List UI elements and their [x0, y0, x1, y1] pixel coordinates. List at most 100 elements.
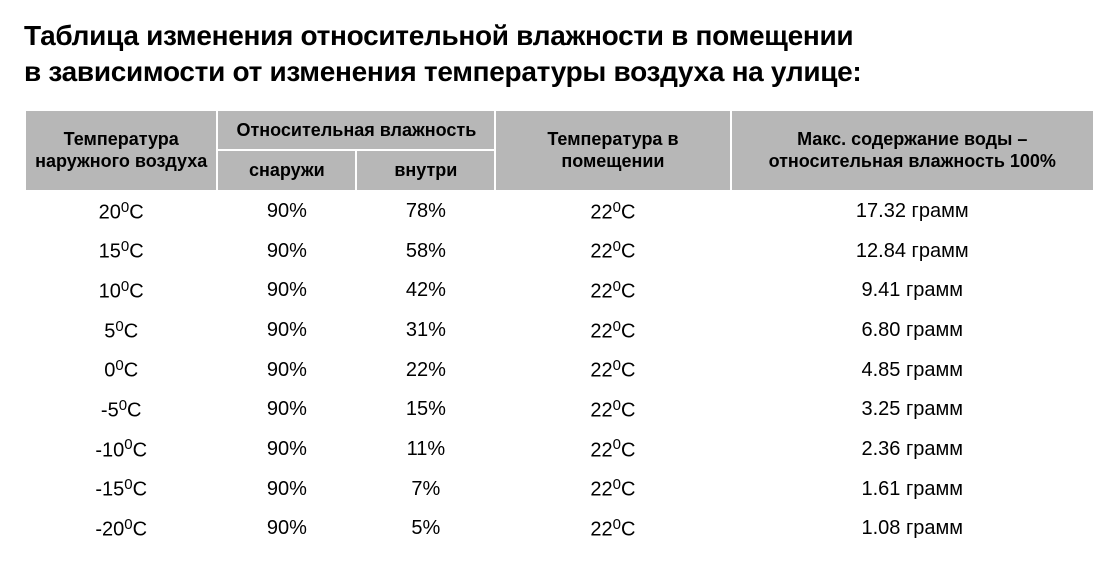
table-body: 200C90%78%220C17.32 грамм150C90%58%220C1…	[25, 191, 1094, 549]
temp-cell: 220C	[495, 430, 730, 470]
temp-value: 5	[104, 320, 115, 342]
temp-unit: C	[124, 360, 138, 382]
temp-cell: 220C	[495, 191, 730, 232]
temp-cell: 50C	[25, 311, 217, 351]
humidity-inside-cell: 42%	[356, 271, 495, 311]
temp-value: -10	[95, 439, 124, 461]
th-indoor-temp: Температура в помещении	[495, 110, 730, 191]
temp-cell: 150C	[25, 231, 217, 271]
degree-symbol: 0	[119, 397, 127, 414]
temp-value: 22	[590, 519, 612, 541]
temp-unit: C	[621, 400, 635, 422]
temp-unit: C	[621, 519, 635, 541]
humidity-inside-cell: 78%	[356, 191, 495, 232]
th-outside: снаружи	[217, 150, 356, 191]
temp-unit: C	[621, 281, 635, 303]
degree-symbol: 0	[115, 318, 123, 335]
table-row: 150C90%58%220C12.84 грамм	[25, 231, 1094, 271]
max-water-cell: 9.41 грамм	[731, 271, 1094, 311]
temp-cell: 220C	[495, 311, 730, 351]
humidity-outside-cell: 90%	[217, 271, 356, 311]
degree-symbol: 0	[613, 436, 621, 453]
temp-value: 22	[590, 241, 612, 263]
temp-cell: 220C	[495, 271, 730, 311]
humidity-inside-cell: 22%	[356, 350, 495, 390]
temp-value: 22	[590, 479, 612, 501]
temp-value: 22	[590, 360, 612, 382]
max-water-cell: 1.61 грамм	[731, 469, 1094, 509]
temp-unit: C	[127, 400, 141, 422]
degree-symbol: 0	[613, 318, 621, 335]
temp-cell: 100C	[25, 271, 217, 311]
degree-symbol: 0	[613, 238, 621, 255]
temp-unit: C	[621, 241, 635, 263]
temp-unit: C	[621, 439, 635, 461]
humidity-outside-cell: 90%	[217, 469, 356, 509]
temp-unit: C	[129, 281, 143, 303]
humidity-outside-cell: 90%	[217, 231, 356, 271]
th-rel-humidity: Относительная влажность	[217, 110, 495, 151]
degree-symbol: 0	[613, 516, 621, 533]
humidity-outside-cell: 90%	[217, 430, 356, 470]
temp-cell: -50C	[25, 390, 217, 430]
temp-value: 22	[590, 201, 612, 223]
temp-value: 22	[590, 320, 612, 342]
degree-symbol: 0	[613, 357, 621, 374]
temp-value: -15	[95, 479, 124, 501]
humidity-outside-cell: 90%	[217, 390, 356, 430]
temp-unit: C	[621, 201, 635, 223]
temp-cell: 220C	[495, 469, 730, 509]
th-max-water: Макс. содержание воды – относительная вл…	[731, 110, 1094, 191]
table-row: 50C90%31%220C6.80 грамм	[25, 311, 1094, 351]
temp-cell: 220C	[495, 509, 730, 549]
table-row: -200C90%5%220C1.08 грамм	[25, 509, 1094, 549]
title-line-2: в зависимости от изменения температуры в…	[24, 56, 861, 87]
temp-value: -5	[101, 400, 119, 422]
temp-unit: C	[621, 320, 635, 342]
max-water-cell: 4.85 грамм	[731, 350, 1094, 390]
temp-value: -20	[95, 519, 124, 541]
temp-unit: C	[129, 241, 143, 263]
temp-unit: C	[133, 479, 147, 501]
table-row: -150C90%7%220C1.61 грамм	[25, 469, 1094, 509]
temp-cell: -200C	[25, 509, 217, 549]
degree-symbol: 0	[124, 436, 132, 453]
table-row: -100C90%11%220C2.36 грамм	[25, 430, 1094, 470]
temp-value: 0	[104, 360, 115, 382]
humidity-inside-cell: 5%	[356, 509, 495, 549]
degree-symbol: 0	[121, 238, 129, 255]
humidity-outside-cell: 90%	[217, 311, 356, 351]
degree-symbol: 0	[121, 199, 129, 216]
temp-cell: 00C	[25, 350, 217, 390]
degree-symbol: 0	[613, 476, 621, 493]
temp-value: 15	[99, 241, 121, 263]
temp-cell: 220C	[495, 350, 730, 390]
temp-value: 22	[590, 439, 612, 461]
temp-unit: C	[124, 320, 138, 342]
max-water-cell: 6.80 грамм	[731, 311, 1094, 351]
table-row: 200C90%78%220C17.32 грамм	[25, 191, 1094, 232]
table-row: 00C90%22%220C4.85 грамм	[25, 350, 1094, 390]
table-header: Температура наружного воздуха Относитель…	[25, 110, 1094, 191]
temp-cell: 200C	[25, 191, 217, 232]
temp-value: 20	[99, 201, 121, 223]
max-water-cell: 2.36 грамм	[731, 430, 1094, 470]
max-water-cell: 1.08 грамм	[731, 509, 1094, 549]
temp-unit: C	[133, 439, 147, 461]
th-inside: внутри	[356, 150, 495, 191]
temp-cell: -100C	[25, 430, 217, 470]
table-row: 100C90%42%220C9.41 грамм	[25, 271, 1094, 311]
degree-symbol: 0	[121, 278, 129, 295]
temp-value: 22	[590, 400, 612, 422]
humidity-inside-cell: 7%	[356, 469, 495, 509]
humidity-outside-cell: 90%	[217, 350, 356, 390]
humidity-inside-cell: 31%	[356, 311, 495, 351]
max-water-cell: 3.25 грамм	[731, 390, 1094, 430]
degree-symbol: 0	[613, 199, 621, 216]
max-water-cell: 12.84 грамм	[731, 231, 1094, 271]
th-outdoor-temp: Температура наружного воздуха	[25, 110, 217, 191]
humidity-outside-cell: 90%	[217, 191, 356, 232]
temp-unit: C	[621, 479, 635, 501]
max-water-cell: 17.32 грамм	[731, 191, 1094, 232]
degree-symbol: 0	[613, 278, 621, 295]
